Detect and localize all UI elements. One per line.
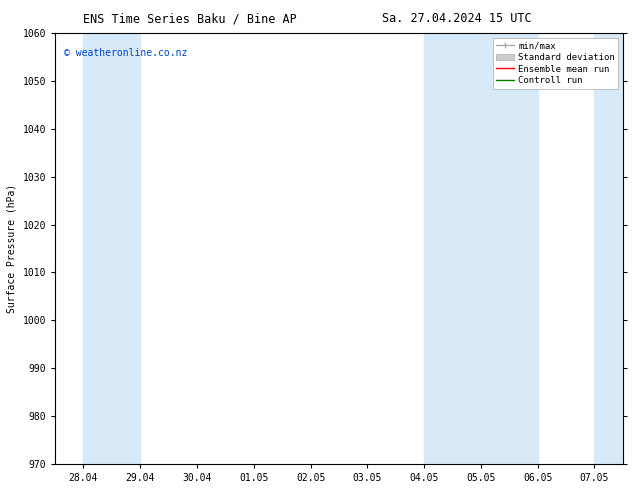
Legend: min/max, Standard deviation, Ensemble mean run, Controll run: min/max, Standard deviation, Ensemble me… bbox=[493, 38, 618, 89]
Bar bbox=[424, 33, 538, 464]
Text: Sa. 27.04.2024 15 UTC: Sa. 27.04.2024 15 UTC bbox=[382, 12, 531, 25]
Text: © weatheronline.co.nz: © weatheronline.co.nz bbox=[63, 48, 187, 58]
Bar bbox=[84, 33, 140, 464]
Y-axis label: Surface Pressure (hPa): Surface Pressure (hPa) bbox=[7, 184, 17, 313]
Bar bbox=[595, 33, 634, 464]
Text: ENS Time Series Baku / Bine AP: ENS Time Series Baku / Bine AP bbox=[83, 12, 297, 25]
